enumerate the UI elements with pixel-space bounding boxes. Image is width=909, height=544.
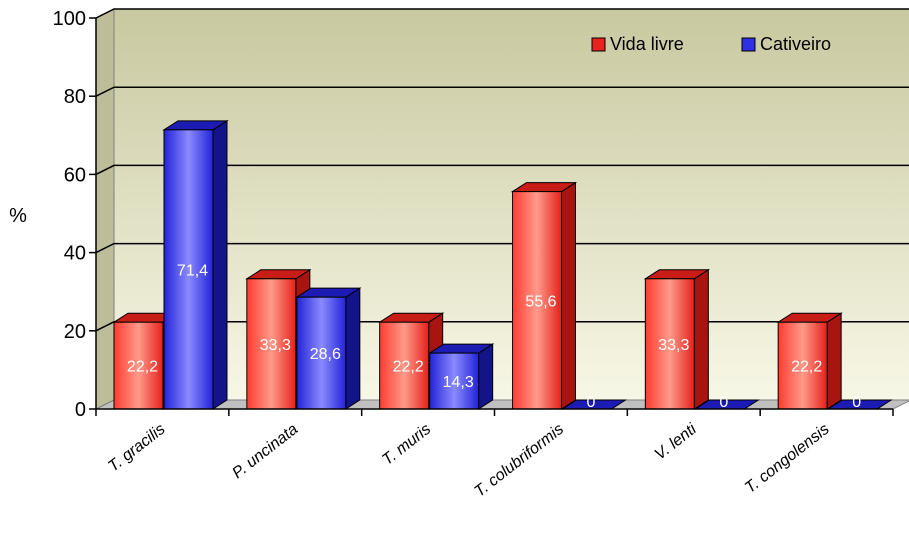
category-label: T. colubriformis [471, 421, 566, 501]
bar-side [826, 312, 842, 410]
category-label: P. uncinata [229, 421, 301, 482]
bar-0-5 [776, 312, 843, 410]
bar-front [644, 278, 695, 410]
bar-front [246, 278, 297, 410]
data-label: 22,2 [127, 359, 158, 376]
bar-front [296, 296, 347, 410]
data-label: 71,4 [177, 262, 208, 279]
legend: Vida livre Cativeiro [591, 34, 831, 54]
legend-label: Vida livre [610, 34, 684, 54]
category-label: T. muris [379, 421, 434, 469]
legend-swatch [591, 37, 606, 52]
gridline [95, 8, 909, 19]
bar-front [163, 129, 214, 410]
data-label: 28,6 [310, 346, 341, 363]
y-tick-label: 100 [53, 8, 86, 30]
category-label: T. congolensis [742, 421, 833, 497]
side-wall [95, 8, 115, 410]
bars-layer [112, 119, 893, 410]
bar-side [693, 268, 709, 410]
y-tick-label: 80 [64, 86, 86, 108]
bar-1-0 [162, 119, 229, 410]
gridline [95, 164, 909, 176]
bar-0-4 [643, 268, 711, 410]
data-label: 0 [852, 394, 861, 411]
bar-0-3 [510, 181, 578, 410]
data-label: 0 [587, 394, 596, 411]
y-tick-label: 0 [75, 399, 86, 421]
bar-side [345, 287, 361, 410]
gridline [95, 242, 909, 254]
data-label: 33,3 [658, 337, 689, 354]
data-label: 55,6 [525, 293, 556, 310]
data-label: 14,3 [443, 374, 474, 391]
y-tick-label: 40 [64, 243, 86, 265]
y-tick-label: 20 [64, 321, 86, 343]
bar-side [212, 119, 228, 410]
bar-side [478, 343, 494, 410]
category-label: V. lenti [652, 420, 700, 463]
gridlines [95, 8, 909, 332]
axes [89, 17, 894, 416]
bar-1-1 [295, 287, 362, 410]
data-label: 33,3 [260, 337, 291, 354]
bar-side [561, 181, 576, 410]
y-axis-label: % [9, 205, 27, 227]
data-label: 0 [719, 394, 728, 411]
category-label: T. gracilis [105, 421, 168, 476]
bar-front [512, 191, 562, 410]
gridline [95, 86, 909, 97]
bar-front [379, 321, 430, 410]
legend-swatch [741, 37, 756, 52]
legend-label: Cativeiro [760, 34, 831, 54]
data-label: 22,2 [791, 359, 822, 376]
data-label: 22,2 [393, 359, 424, 376]
y-tick-label: 60 [64, 164, 86, 186]
